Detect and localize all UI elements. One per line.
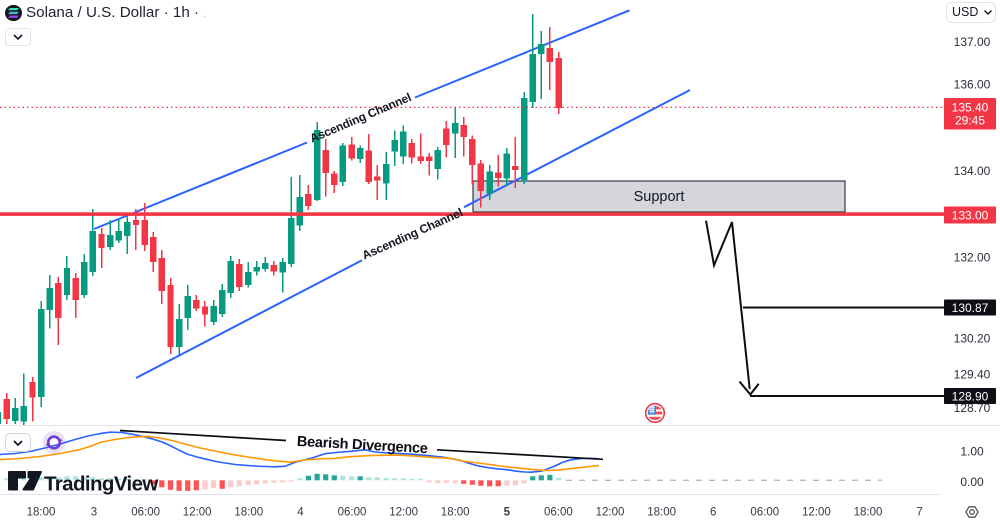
svg-text:0.00: 0.00 xyxy=(960,475,984,489)
svg-text:135.40: 135.40 xyxy=(952,101,989,115)
svg-text:7: 7 xyxy=(916,507,922,519)
svg-text:128.90: 128.90 xyxy=(952,389,989,403)
svg-text:129.40: 129.40 xyxy=(954,368,991,382)
svg-text:133.00: 133.00 xyxy=(952,208,989,222)
svg-text:134.00: 134.00 xyxy=(954,164,991,178)
svg-text:Ascending Channel: Ascending Channel xyxy=(308,90,413,145)
svg-text:29:45: 29:45 xyxy=(955,114,985,128)
svg-text:06:00: 06:00 xyxy=(750,507,779,519)
svg-text:Support: Support xyxy=(634,189,685,205)
svg-text:3: 3 xyxy=(91,507,97,519)
svg-text:TradingView: TradingView xyxy=(44,473,158,496)
svg-text:18:00: 18:00 xyxy=(854,507,883,519)
svg-text:12:00: 12:00 xyxy=(802,507,831,519)
svg-text:12:00: 12:00 xyxy=(183,507,212,519)
svg-text:4: 4 xyxy=(297,507,304,519)
svg-text:130.20: 130.20 xyxy=(954,332,991,346)
svg-text:18:00: 18:00 xyxy=(234,507,263,519)
svg-text:132.00: 132.00 xyxy=(954,251,991,265)
svg-text:136.00: 136.00 xyxy=(954,78,991,92)
svg-text:Bearish Divergence: Bearish Divergence xyxy=(296,434,428,457)
svg-text:18:00: 18:00 xyxy=(27,507,56,519)
svg-text:06:00: 06:00 xyxy=(544,507,573,519)
svg-text:6: 6 xyxy=(710,507,716,519)
svg-text:06:00: 06:00 xyxy=(131,507,160,519)
svg-text:1.00: 1.00 xyxy=(960,445,984,459)
svg-text:18:00: 18:00 xyxy=(441,507,470,519)
svg-text:12:00: 12:00 xyxy=(596,507,625,519)
svg-text:130.87: 130.87 xyxy=(952,301,989,315)
svg-text:18:00: 18:00 xyxy=(647,507,676,519)
svg-text:137.00: 137.00 xyxy=(954,35,991,49)
svg-text:5: 5 xyxy=(504,507,511,519)
svg-text:06:00: 06:00 xyxy=(338,507,367,519)
svg-text:12:00: 12:00 xyxy=(389,507,418,519)
svg-text:128.70: 128.70 xyxy=(954,401,991,415)
